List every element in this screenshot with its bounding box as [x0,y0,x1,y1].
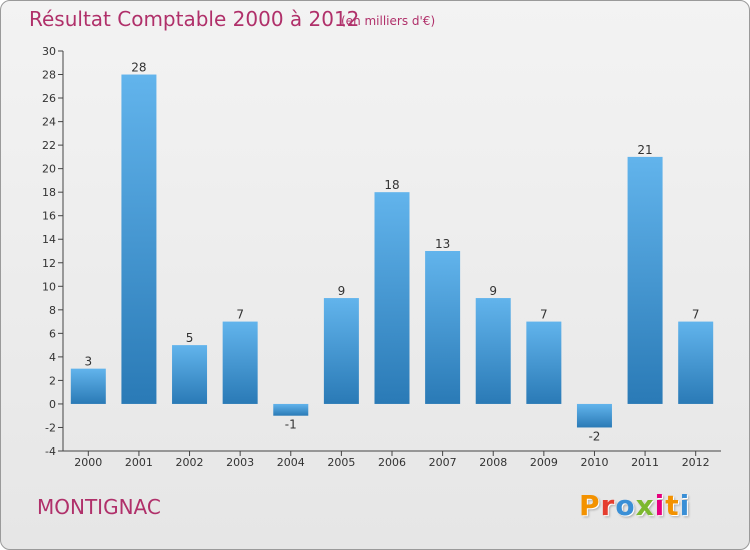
x-tick-label-2006: 2006 [378,456,406,469]
data-label-2011: 21 [637,143,652,157]
logo-letter: i [679,489,691,522]
y-tick-label: 22 [42,139,56,152]
bar-2001 [121,74,157,404]
x-tick-label-2008: 2008 [479,456,507,469]
y-tick-label: 30 [42,45,56,58]
data-label-2007: 13 [435,237,450,251]
chart-subtitle: (en milliers d'€) [341,14,436,28]
bar-2003 [222,321,258,404]
x-tick-label-2005: 2005 [327,456,355,469]
logo-letter: t [665,489,680,522]
data-label-2001: 28 [131,61,146,75]
y-tick-label: -4 [45,445,56,458]
bar-2006 [374,192,410,404]
bar-2011 [627,156,663,404]
logo-letter: x [635,489,655,522]
bar-2002 [172,345,208,404]
x-tick-label-2009: 2009 [530,456,558,469]
y-tick-label: 20 [42,163,56,176]
chart-title: Résultat Comptable 2000 à 2012 [29,7,360,31]
data-label-2003: 7 [236,308,244,322]
y-tick-label: 10 [42,280,56,293]
data-label-2009: 7 [540,308,548,322]
y-tick-label: 28 [42,69,56,82]
y-tick-label: -2 [45,421,56,434]
bar-2010 [576,403,612,428]
y-tick-label: 6 [49,327,56,340]
x-tick-label-2001: 2001 [125,456,153,469]
y-tick-label: 8 [49,304,56,317]
bar-2005 [323,298,359,404]
bar-2004 [273,403,309,416]
data-label-2010: -2 [588,429,600,443]
x-tick-label-2002: 2002 [176,456,204,469]
commune-name: MONTIGNAC [37,495,161,519]
bar-2007 [425,251,461,404]
data-label-2005: 9 [338,284,346,298]
x-tick-label-2000: 2000 [74,456,102,469]
y-tick-label: 4 [49,351,56,364]
bar-2000 [70,368,106,404]
y-tick-label: 14 [42,233,56,246]
chart-bars [70,74,714,428]
data-label-2006: 18 [384,178,399,192]
logo-letter: o [615,489,636,522]
data-label-2000: 3 [84,355,92,369]
y-tick-label: 0 [49,398,56,411]
proxiti-logo: Proxiti [579,489,690,522]
chart-labels: 3 28 5 7 -1 9 18 13 9 7 -2 21 7 [84,61,699,444]
x-tick-label-2011: 2011 [631,456,659,469]
y-tick-label: 16 [42,210,56,223]
bar-2012 [678,321,714,404]
y-tick-label: 26 [42,92,56,105]
x-tick-label-2012: 2012 [682,456,710,469]
data-label-2012: 7 [692,308,700,322]
x-tick-label-2004: 2004 [277,456,305,469]
bar-2009 [526,321,562,404]
logo-letter: i [654,489,666,522]
x-tick-label-2007: 2007 [429,456,457,469]
y-tick-label: 12 [42,257,56,270]
logo-letter: P [579,489,601,522]
y-tick-label: 18 [42,186,56,199]
data-label-2002: 5 [186,331,194,345]
x-tick-label-2010: 2010 [580,456,608,469]
y-tick-label: 24 [42,116,56,129]
data-label-2008: 9 [489,284,497,298]
logo-letter: r [600,489,616,522]
bar-2008 [475,298,511,404]
data-label-2004: -1 [285,418,297,432]
y-tick-label: 2 [49,374,56,387]
x-tick-label-2003: 2003 [226,456,254,469]
